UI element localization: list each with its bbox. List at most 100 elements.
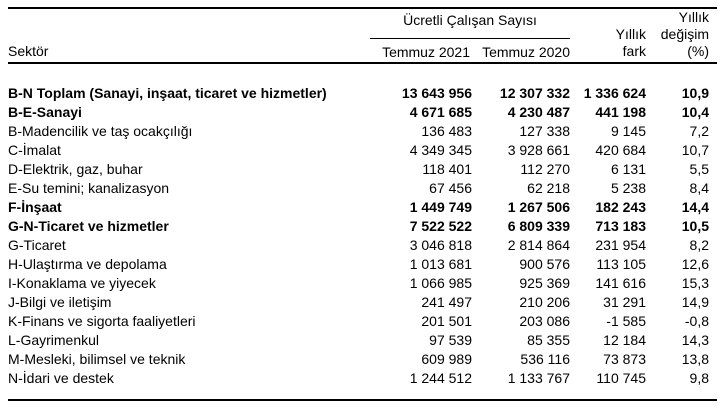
temmuz-2020-cell: 112 270: [520, 161, 570, 177]
temmuz-2020-cell: 6 809 339: [507, 218, 570, 234]
table-row: H-Ulaştırma ve depolama 1 013 681 900 57…: [8, 255, 717, 274]
yillik-degisim-cell: 5,5: [689, 161, 709, 177]
yillik-degisim-cell: 13,8: [681, 351, 709, 367]
temmuz-2020-cell: 4 230 487: [507, 104, 570, 120]
temmuz-2021-cell: 7 522 522: [409, 218, 472, 234]
yillik-fark-cell: 6 131: [610, 161, 646, 177]
yillik-fark-cell: 1 336 624: [583, 85, 646, 101]
temmuz-2021-cell: 97 539: [429, 332, 472, 348]
yillik-degisim-line1: Yıllık: [678, 9, 709, 25]
column-header-yillik-fark: Yıllık fark: [570, 26, 646, 62]
temmuz-2021-cell: 201 501: [421, 313, 472, 329]
temmuz-2021-cell: 1 244 512: [409, 370, 472, 386]
temmuz-2021-cell: 3 046 818: [409, 237, 472, 253]
yillik-degisim-cell: 10,9: [681, 85, 709, 101]
yillik-degisim-line3: (%): [687, 43, 709, 59]
yillik-degisim-cell: 10,5: [681, 218, 709, 234]
column-group-employee-count: Ücretli Çalışan Sayısı Temmuz 2021 Temmu…: [348, 9, 570, 61]
table-row: C-İmalat 4 349 345 3 928 661 420 684 10,…: [8, 141, 717, 160]
sector-cell: M-Mesleki, bilimsel ve teknik: [8, 351, 186, 367]
temmuz-2020-cell: 62 218: [527, 180, 570, 196]
temmuz-2021-cell: 4 349 345: [409, 142, 472, 158]
sector-cell: B-Madencilik ve taş ocakçılığı: [8, 123, 193, 139]
table-row: F-İnşaat 1 449 749 1 267 506 182 243 14,…: [8, 198, 717, 217]
sector-cell: L-Gayrimenkul: [8, 332, 100, 348]
temmuz-2020-cell: 210 206: [519, 294, 570, 310]
yillik-fark-cell: 113 105: [596, 256, 646, 272]
temmuz-2021-cell: 67 456: [429, 180, 472, 196]
sector-cell: G-Ticaret: [8, 237, 66, 253]
yillik-fark-line1: Yıllık: [615, 26, 646, 42]
temmuz-2021-cell: 13 643 956: [401, 85, 472, 101]
table-row: K-Finans ve sigorta faaliyetleri 201 501…: [8, 312, 717, 331]
temmuz-2021-cell: 1 013 681: [409, 256, 472, 272]
temmuz-2020-cell: 925 369: [519, 275, 570, 291]
yillik-fark-cell: 5 238: [610, 180, 646, 196]
table-header: Sektör Ücretli Çalışan Sayısı Temmuz 202…: [8, 9, 717, 64]
temmuz-2020-cell: 900 576: [519, 256, 570, 272]
yillik-degisim-cell: 15,3: [681, 275, 709, 291]
temmuz-2021-cell: 118 401: [422, 161, 472, 177]
column-header-temmuz-2020: Temmuz 2020: [482, 44, 570, 60]
temmuz-2021-cell: 1 066 985: [409, 275, 472, 291]
column-group-title: Ücretli Çalışan Sayısı: [370, 12, 570, 39]
temmuz-2020-cell: 1 133 767: [507, 370, 570, 386]
table-row: E-Su temini; kanalizasyon 67 456 62 218 …: [8, 179, 717, 198]
month-columns: Temmuz 2021 Temmuz 2020: [370, 44, 570, 61]
temmuz-2020-cell: 3 928 661: [507, 142, 570, 158]
yillik-degisim-cell: 7,2: [689, 123, 709, 139]
sector-cell: N-İdari ve destek: [8, 370, 114, 386]
yillik-degisim-cell: 14,3: [681, 332, 709, 348]
yillik-degisim-cell: 10,4: [681, 104, 709, 120]
yillik-degisim-cell: 12,6: [681, 256, 709, 272]
yillik-fark-cell: 12 184: [603, 332, 646, 348]
yillik-fark-cell: 110 745: [596, 370, 646, 386]
yillik-fark-cell: 73 873: [603, 351, 646, 367]
yillik-fark-cell: 31 291: [603, 294, 646, 310]
table-body: B-N Toplam (Sanayi, inşaat, ticaret ve h…: [8, 84, 717, 388]
table-row: B-E-Sanayi 4 671 685 4 230 487 441 198 1…: [8, 103, 717, 122]
sector-cell: C-İmalat: [8, 142, 61, 158]
sector-cell: B-E-Sanayi: [8, 104, 82, 120]
yillik-fark-cell: 9 145: [610, 123, 646, 139]
table-row: B-N Toplam (Sanayi, inşaat, ticaret ve h…: [8, 84, 717, 103]
table-row: I-Konaklama ve yiyecek 1 066 985 925 369…: [8, 274, 717, 293]
temmuz-2020-cell: 203 086: [519, 313, 570, 329]
column-header-temmuz-2021: Temmuz 2021: [382, 44, 470, 60]
column-header-sector: Sektör: [8, 43, 49, 59]
column-header-yillik-degisim: Yıllık değişim (%): [646, 9, 709, 62]
table-row: J-Bilgi ve iletişim 241 497 210 206 31 2…: [8, 293, 717, 312]
table-top-rule: [8, 7, 717, 9]
sector-cell: F-İnşaat: [8, 199, 62, 215]
sector-cell: H-Ulaştırma ve depolama: [8, 256, 167, 272]
sector-cell: K-Finans ve sigorta faaliyetleri: [8, 313, 196, 329]
yillik-degisim-cell: 9,8: [689, 370, 709, 386]
sector-cell: I-Konaklama ve yiyecek: [8, 275, 156, 291]
yillik-degisim-cell: 8,2: [689, 237, 709, 253]
temmuz-2021-cell: 136 483: [421, 123, 472, 139]
sector-cell: J-Bilgi ve iletişim: [8, 294, 112, 310]
table-row: B-Madencilik ve taş ocakçılığı 136 483 1…: [8, 122, 717, 141]
yillik-degisim-cell: 10,7: [681, 142, 709, 158]
temmuz-2021-cell: 1 449 749: [409, 199, 472, 215]
yillik-fark-cell: 420 684: [595, 142, 646, 158]
table-row: D-Elektrik, gaz, buhar 118 401 112 270 6…: [8, 160, 717, 179]
temmuz-2020-cell: 12 307 332: [499, 85, 570, 101]
yillik-fark-cell: 182 243: [595, 199, 646, 215]
yillik-fark-line2: fark: [622, 43, 646, 59]
sector-cell: D-Elektrik, gaz, buhar: [8, 161, 143, 177]
temmuz-2020-cell: 127 338: [519, 123, 570, 139]
table-bottom-rule: [8, 399, 717, 401]
sector-statistics-table: Sektör Ücretli Çalışan Sayısı Temmuz 202…: [8, 7, 717, 401]
table-row: G-N-Ticaret ve hizmetler 7 522 522 6 809…: [8, 217, 717, 236]
sector-cell: G-N-Ticaret ve hizmetler: [8, 218, 169, 234]
yillik-degisim-cell: 14,4: [681, 199, 709, 215]
yillik-degisim-cell: 14,9: [681, 294, 709, 310]
temmuz-2021-cell: 241 497: [421, 294, 472, 310]
yillik-degisim-line2: değişim: [660, 26, 709, 42]
yillik-fark-cell: -1 585: [606, 313, 646, 329]
sector-cell: E-Su temini; kanalizasyon: [8, 180, 170, 196]
column-group-inner: Ücretli Çalışan Sayısı Temmuz 2021 Temmu…: [370, 12, 570, 61]
sector-cell: B-N Toplam (Sanayi, inşaat, ticaret ve h…: [8, 85, 327, 101]
yillik-fark-cell: 713 183: [595, 218, 646, 234]
